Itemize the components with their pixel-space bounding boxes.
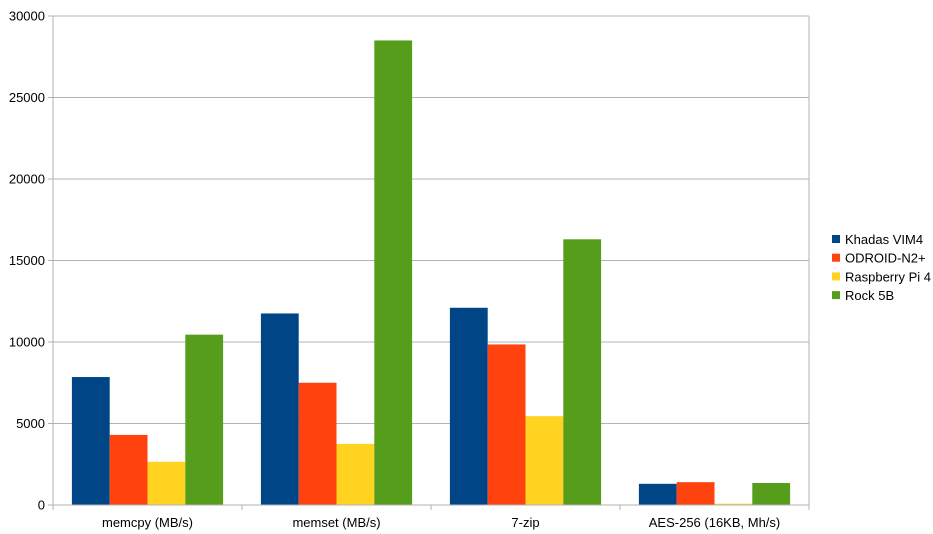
- y-tick-label: 20000: [9, 172, 45, 187]
- bar-khadas-vim4-0: [71, 377, 110, 505]
- y-tick-label: 10000: [9, 335, 45, 350]
- x-tick-label: memcpy (MB/s): [102, 515, 193, 530]
- legend-label: Rock 5B: [845, 288, 894, 303]
- x-tick-labels: memcpy (MB/s) memset (MB/s) 7-zip AES-256 (…: [102, 515, 780, 530]
- bar-rock-5b-2: [563, 239, 602, 505]
- y-tick-label: 0: [38, 498, 45, 513]
- y-tick-label: 25000: [9, 90, 45, 105]
- bar-khadas-vim4-1: [260, 313, 299, 505]
- bar-rock-5b-3: [752, 482, 791, 505]
- bar-rock-5b-1: [374, 40, 413, 505]
- x-tick-label: 7-zip: [511, 515, 539, 530]
- gridlines: [53, 15, 809, 424]
- bar-raspberry-pi-4-0: [147, 461, 186, 505]
- bar-raspberry-pi-4-1: [336, 443, 375, 505]
- legend-label: ODROID-N2+: [845, 251, 926, 266]
- legend-swatch: [832, 272, 840, 281]
- bar-odroid-n2--3: [676, 482, 715, 505]
- bar-raspberry-pi-4-3: [714, 503, 753, 505]
- bars: [71, 40, 791, 505]
- y-tick-label: 30000: [9, 9, 45, 24]
- bar-odroid-n2--1: [298, 382, 337, 505]
- x-tick-label: AES-256 (16KB, Mh/s): [649, 515, 781, 530]
- bar-odroid-n2--2: [487, 344, 526, 505]
- bar-rock-5b-0: [185, 334, 224, 505]
- y-tick-labels: 0 5000 10000 15000 20000 25000 30000: [9, 9, 45, 513]
- axes: [48, 15, 810, 510]
- legend: Khadas VIM4 ODROID-N2+ Raspberry Pi 4 Rock …: [832, 232, 931, 303]
- legend-label: Raspberry Pi 4: [845, 269, 931, 284]
- bar-raspberry-pi-4-2: [525, 416, 564, 505]
- y-tick-label: 15000: [9, 253, 45, 268]
- bar-khadas-vim4-3: [638, 483, 677, 505]
- bar-khadas-vim4-2: [449, 307, 488, 505]
- legend-swatch: [832, 235, 840, 243]
- x-tick-label: memset (MB/s): [292, 515, 380, 530]
- y-tick-label: 5000: [16, 416, 45, 431]
- bar-odroid-n2--0: [109, 434, 148, 505]
- legend-swatch: [832, 291, 840, 300]
- legend-swatch: [832, 253, 840, 262]
- legend-label: Khadas VIM4: [845, 232, 923, 247]
